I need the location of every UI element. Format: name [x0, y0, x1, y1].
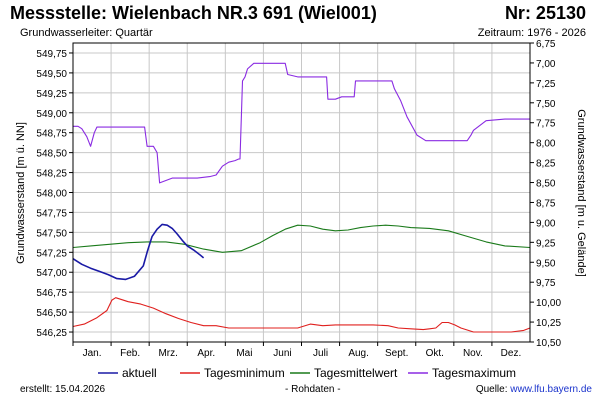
source-info: Quelle: www.lfu.bayern.de [476, 384, 592, 395]
y-tick-label-right: 7,75 [536, 119, 556, 130]
x-tick-label: Jan. [83, 348, 102, 359]
x-tick-label: Mai [236, 348, 252, 359]
legend: aktuell Tagesminimum Tagesmittelwert Tagesm… [98, 366, 516, 380]
legend-label-max: Tagesmaximum [432, 366, 516, 380]
y-tick-label-right: 9,25 [536, 238, 556, 249]
y-axis-label-right: Grundwasserstand [m u. Gelände] [575, 109, 587, 277]
y-tick-label-right: 8,50 [536, 179, 556, 190]
y-tick-label-right: 10,25 [536, 318, 561, 329]
y-tick-label-left: 548,25 [36, 169, 67, 180]
y-tick-label-right: 9,50 [536, 258, 556, 269]
period-label: Zeitraum: 1976 - 2026 [477, 27, 586, 39]
x-tick-label: Juli [313, 348, 328, 359]
legend-label-mittel: Tagesmittelwert [314, 366, 398, 380]
y-tick-label-right: 8,25 [536, 159, 556, 170]
legend-label-min: Tagesminimum [204, 366, 285, 380]
grid-lines [73, 43, 530, 342]
y-tick-label-left: 547,25 [36, 248, 67, 259]
y-tick-label-right: 8,00 [536, 139, 556, 150]
x-tick-label: Mrz. [158, 348, 177, 359]
aquifer-label: Grundwasserleiter: Quartär [20, 27, 153, 39]
created-date: 15.04.2026 [55, 384, 106, 395]
y-tick-label-left: 547,50 [36, 228, 67, 239]
y-tick-label-left: 549,00 [36, 109, 67, 120]
y-tick-label-left: 548,00 [36, 189, 67, 200]
y-tick-label-right: 6,75 [536, 39, 556, 50]
x-tick-label: Aug. [348, 348, 369, 359]
series-line-mittel [72, 224, 531, 253]
y-tick-label-left: 547,75 [36, 208, 67, 219]
y-tick-label-left: 546,25 [36, 328, 67, 339]
y-tick-label-left: 546,50 [36, 308, 67, 319]
y-tick-label-left: 546,75 [36, 288, 67, 299]
source-link[interactable]: www.lfu.bayern.de [510, 384, 592, 395]
axis-ticks: 546,25 546,50 546,75 547,00 547,25 547,50 547,… [36, 39, 561, 359]
y-tick-label-right: 10,50 [536, 338, 561, 349]
x-tick-label: Apr. [197, 348, 215, 359]
created-label: erstellt: [20, 384, 53, 395]
legend-label-aktuell: aktuell [122, 366, 157, 380]
y-axis-label-left: Grundwasserstand [m ü. NN] [15, 122, 27, 264]
series-line-max [73, 62, 530, 184]
y-tick-label-left: 548,75 [36, 129, 67, 140]
y-tick-label-right: 9,00 [536, 218, 556, 229]
y-tick-label-left: 548,50 [36, 149, 67, 160]
x-tick-label: Dez. [501, 348, 522, 359]
x-tick-label: Okt. [426, 348, 444, 359]
created-info: erstellt: 15.04.2026 [20, 384, 105, 395]
x-tick-label: Feb. [120, 348, 140, 359]
y-tick-label-right: 7,50 [536, 99, 556, 110]
x-tick-label: Juni [273, 348, 291, 359]
y-tick-label-right: 7,00 [536, 59, 556, 70]
y-tick-label-left: 549,50 [36, 69, 67, 80]
source-label: Quelle: [475, 384, 508, 395]
y-tick-label-left: 547,00 [36, 268, 67, 279]
y-tick-label-right: 10,00 [536, 298, 561, 309]
series-line-min [72, 297, 531, 333]
y-tick-label-right: 9,75 [536, 278, 556, 289]
y-tick-label-right: 8,75 [536, 198, 556, 209]
y-tick-label-right: 7,25 [536, 79, 556, 90]
y-tick-label-left: 549,25 [36, 89, 67, 100]
series-line-aktuell [72, 223, 205, 281]
x-tick-label: Nov. [463, 348, 483, 359]
page-title: Messstelle: Wielenbach NR.3 691 (Wiel001… [10, 3, 377, 23]
raw-data-note: - Rohdaten - [285, 384, 341, 395]
series-lines [72, 62, 531, 333]
x-tick-label: Sept. [385, 348, 408, 359]
y-tick-label-left: 549,75 [36, 49, 67, 60]
station-number: Nr: 25130 [504, 3, 586, 23]
